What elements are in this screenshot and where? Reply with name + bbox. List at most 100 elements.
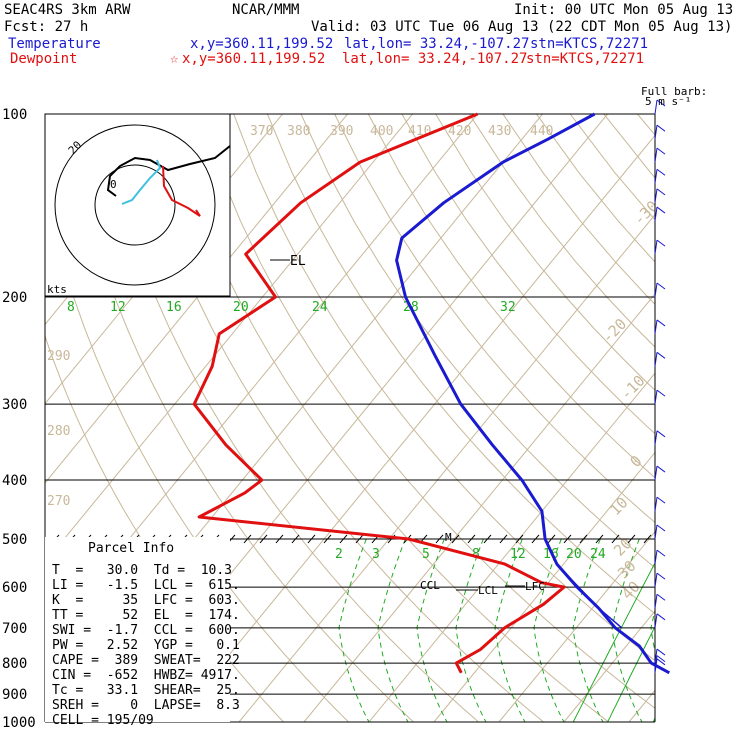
theta-tick-label: 430 [488,124,511,139]
hash-mark [483,534,492,544]
hash-mark [243,534,252,544]
theta-tick-label: 370 [250,124,273,139]
isotherm-tick-label: -30 [630,197,662,229]
isotherm-tick-label: -10 [617,372,649,404]
hash-mark [531,534,540,544]
hash-mark [275,534,284,544]
wind-barb-flag [656,648,666,656]
barb-units: 5 m s⁻¹ [645,95,691,108]
hash-mark [643,534,652,544]
pressure-tick-label: 400 [2,473,27,489]
lcl-label: LCL [478,584,498,597]
el-label: EL [290,254,306,269]
wind-barb-flag [656,430,666,438]
wind-barb-flag [656,319,666,327]
theta-tick-label: 400 [370,124,393,139]
mixing-ratio-tick-label: 24 [590,547,606,562]
wind-barb [654,206,658,222]
pressure-tick-label: 900 [2,687,27,703]
hodograph-kts-label: kts [47,283,67,296]
pressure-tick-label: 800 [2,656,27,672]
wind-barb [654,125,658,140]
dry-adiabat-line [98,114,479,722]
moist-adiabat-line [650,538,655,722]
wind-barb [654,352,658,367]
hash-mark [259,534,268,544]
mixing-ratio-tick-label: 20 [566,547,582,562]
pressure-tick-label: 700 [2,621,27,637]
header-org: NCAR/MMM [232,2,299,18]
theta-tick-label: 440 [530,124,553,139]
parcel-info-row: PW = 2.52 YGP = 0.1 [52,638,240,653]
wind-barb [654,613,658,628]
hodograph-trace-red [162,165,201,217]
isotherm-line [173,114,655,722]
temperature-line [395,112,671,675]
theta-tick-label: 390 [330,124,353,139]
isotherm-tick-label: -50 [602,73,634,105]
wind-barb-flag [656,613,666,621]
hash-mark [627,534,636,544]
wind-barb [654,430,658,445]
mixing-ratio-tick-label: 20 [233,300,249,315]
dry-adiabat-line [603,114,655,722]
wind-barb [654,240,658,255]
hodograph-ring-outer [54,124,216,286]
hash-mark [467,534,476,544]
dry-adiabat-line [132,114,544,722]
isotherm-tick-label: -60 [537,73,569,105]
dry-adiabat-line [468,114,655,722]
wind-barb-flag [656,389,666,397]
parcel-info-row: SWI = -1.7 CCL = 600. [52,623,240,638]
hodograph-trace-cyan [121,159,162,205]
theta-tick-label: 290 [47,349,70,364]
wind-barb [654,148,658,163]
mixing-ratio-line [652,296,655,722]
pressure-tick-label: 1000 [2,715,36,731]
profiles [192,112,671,675]
wind-barbs [654,99,666,673]
mixing-ratio-tick-label: 8 [472,547,480,562]
wind-barb [654,649,658,664]
wind-barb-flag [656,99,666,107]
moist-adiabat-line [533,538,565,722]
pressure-tick-label: 500 [2,532,27,548]
m-label: M [445,531,452,544]
parcel-info-row: CIN = -652 HWBZ= 4917. [52,668,240,683]
temperature-legend-xy: x,y=360.11,199.52 [190,36,333,52]
wind-barb-flag [656,496,666,504]
hash-mark [579,534,588,544]
dry-adiabat-line [65,114,414,722]
hash-mark [291,534,300,544]
isotherm-tick-label: -20 [598,315,630,347]
header-model: SEAC4RS 3km ARW [4,2,131,18]
isotherm-line [45,114,348,722]
wind-barb-flag [656,282,666,290]
parcel-info-row: CELL = 195/09 [52,713,154,728]
wind-barb-flag [656,524,666,532]
hash-mark [595,534,604,544]
dewpoint-legend-latlon: lat,lon= 33.24,-107.27 [342,51,527,67]
hash-mark [547,534,556,544]
moist-adiabat-line [377,538,409,722]
dry-adiabat-line [367,114,655,722]
wind-barb-flag [656,572,666,580]
isotherm-tick-label: 10 [606,494,632,520]
header-init: Init: 00 UTC Mon 05 Aug 13 [514,2,733,18]
mixing-ratio-tick-label: 5 [422,547,430,562]
parcel-info-row: CAPE = 389 SWEAT= 222 [52,653,240,668]
dry-adiabat-line [300,114,655,722]
moist-adiabat-line [455,538,487,722]
parcel-info-row: K = 35 LFC = 603. [52,593,240,608]
isotherm-tick-label: 30 [614,557,640,583]
wind-barb-flag [656,168,666,176]
theta-tick-label: 420 [448,124,471,139]
wind-barb [654,99,658,115]
isotherm-tick-label: -40 [586,73,618,105]
moist-adiabat-line [572,538,604,722]
hodograph: 20 0 kts [44,113,231,297]
wind-barb-flag [656,465,666,473]
dry-adiabat-line [199,114,655,722]
dry-adiabat-line [705,114,740,722]
